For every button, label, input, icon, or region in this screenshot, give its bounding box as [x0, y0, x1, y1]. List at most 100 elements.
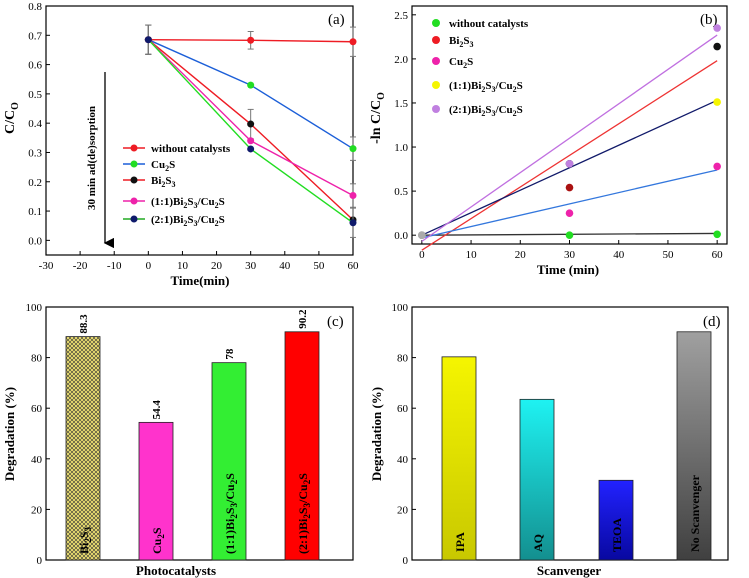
panel-c-bar-label-part: S: [296, 473, 310, 480]
panel-c-bar-label: Cu2S: [150, 527, 166, 554]
panel-b-xtick-label: 50: [662, 249, 674, 261]
panel-a-xtick-label: 0: [146, 260, 152, 272]
legend-marker-a-3: [130, 176, 138, 184]
panel-a-xtick-label: -10: [107, 260, 122, 272]
panel-c-value-label: 88.3: [78, 314, 90, 334]
panel-b-ytick-label: 1.5: [394, 98, 408, 110]
panel-c-bar-label-part: 2: [156, 534, 166, 539]
panel-c-bar-label: Bi2S3: [77, 526, 93, 554]
panel-b-xtick-label: 10: [466, 249, 478, 261]
panel-d-xlabel: Scanvenger: [537, 563, 602, 578]
legend-b-without: without catalysts: [449, 18, 529, 30]
legend-a-bi2s3: Bi2S3: [151, 175, 176, 189]
panel-c-bar-label-part: S: [296, 507, 310, 514]
panel-a-series: [144, 24, 357, 238]
legend-a-11: (1:1)Bi2S3/Cu2S: [151, 196, 225, 210]
legend-marker-b-3: [432, 57, 440, 65]
panel-d-bar-3: [598, 479, 634, 561]
legend-marker-a-2: [130, 160, 138, 168]
legend-marker-b-1: [432, 19, 440, 27]
panel-d-ylabel: Degradation (%): [369, 387, 384, 481]
panel-c-bar-label-part: (2:1)Bi: [296, 518, 310, 554]
panel-a-ytick-label: 0.0: [28, 235, 42, 247]
panel-a-point-s5: [144, 36, 152, 44]
legend-b-cu2s: Cu2S: [449, 56, 473, 70]
panel-c-bar-1: [65, 336, 101, 561]
panel-c-bar-label-part: Cu: [150, 538, 164, 554]
legend-marker-b-4: [432, 81, 440, 89]
panel-c-bar-label-part: S: [223, 507, 237, 514]
panel-a-xtick-label: 30: [245, 260, 257, 272]
panel-c-bar-label-part: 3: [229, 502, 239, 507]
panel-c-bar-2: [138, 421, 174, 561]
panel-c-ytick-label: 20: [31, 504, 43, 516]
panel-d-ytick-label: 60: [397, 403, 409, 415]
panel-a-label: (a): [328, 12, 345, 28]
panel-b-ytick-label: 2.0: [394, 54, 408, 66]
legend-a-21: (2:1)Bi2S3/Cu2S: [151, 214, 225, 228]
panel-c-value-label: 54.4: [151, 400, 163, 420]
panel-b-point-s1: [713, 230, 721, 239]
legend-marker-a-5: [130, 215, 138, 223]
panel-c-bar-label-part: 2: [302, 479, 312, 484]
panel-a-point-s3: [247, 120, 255, 128]
panel-a-point-s1: [349, 38, 357, 46]
panel-b-xlabel: Time (min): [537, 262, 599, 277]
legend-marker-b-5: [432, 105, 440, 113]
panel-a-ytick-label: 0.2: [28, 177, 42, 189]
panel-d-bar-label: IPA: [453, 532, 467, 552]
panel-b-point-s5: [713, 24, 721, 32]
adsorption-annotation: 30 min ad(de)sorption: [86, 106, 98, 210]
panel-b-point-s1: [565, 231, 574, 239]
panel-b-point-s3: [713, 162, 721, 171]
panel-a-ytick-label: 0.5: [28, 89, 42, 101]
panel-b-point-s2: [713, 42, 721, 51]
panel-c-xlabel: Photocatalysts: [136, 563, 216, 578]
panel-b-series: [418, 24, 721, 251]
panel-a: (a) -30 -20 -10 0 10 20 30 40 50 60 0.0 0.1 0.2 0.3 0.…: [3, 1, 359, 288]
panel-a-ytick-label: 0.8: [28, 1, 42, 13]
panel-d: (d) 0 20 40 60 80 100 Degradation (%) Scanven…: [369, 302, 729, 578]
panel-b-fit-5: [421, 34, 718, 242]
panel-d-bar-label: TEOA: [610, 518, 624, 552]
panel-b-fit-4: [421, 99, 718, 236]
panel-a-xtick-label: -20: [73, 260, 88, 272]
panel-c-ytick-label: 100: [26, 302, 43, 314]
panel-c-bar-label: (2:1)Bi2S3/Cu2S: [296, 473, 312, 554]
panel-c-ytick-label: 80: [31, 353, 43, 365]
panel-b-ytick-label: 0.5: [394, 186, 408, 198]
legend-b-11: (1:1)Bi2S3/Cu2S: [449, 80, 523, 94]
panel-a-frame: [45, 5, 354, 256]
panel-b-ytick-label: 0.0: [394, 230, 408, 242]
panel-d-ytick-label: 20: [397, 504, 409, 516]
panel-b-point-s4: [713, 98, 721, 106]
panel-a-point-s4: [247, 137, 255, 145]
legend-marker-a-1: [130, 144, 138, 152]
panel-d-bars: IPA AQ TEOA No Scanvenger: [441, 331, 712, 561]
panel-a-ylabel: C/CO: [3, 102, 21, 134]
legend-b-bi2s3: Bi2S3: [449, 35, 474, 49]
panel-c-ytick-label: 40: [31, 454, 43, 466]
legend-a-without: without catalysts: [151, 143, 231, 155]
panel-b-xtick-label: 40: [613, 249, 625, 261]
panel-c-bar-label-part: 3: [83, 526, 93, 531]
panel-b-xtick-label: 0: [419, 249, 425, 261]
panel-d-bar-label: No Scanvenger: [688, 474, 702, 552]
legend-marker-b-2: [432, 36, 440, 44]
panel-c-value-label: 90.2: [297, 309, 309, 329]
panel-c-bar-label-part: S: [150, 527, 164, 534]
panel-c-bar-label-part: Bi: [77, 542, 91, 554]
panel-c-frame: [45, 306, 354, 561]
panel-b-legend: without catalysts Bi2S3 Cu2S (1:1)Bi2S3/…: [432, 18, 529, 118]
panel-b-fit-2: [421, 60, 718, 251]
panel-b-xtick-label: 30: [564, 249, 576, 261]
panel-c-bar-4: [284, 331, 320, 561]
panel-a-xtick-label: 10: [177, 260, 189, 272]
panel-c-label: (c): [327, 314, 344, 330]
panel-a-point-s4: [349, 192, 357, 200]
panel-c-bar-label-part: 3: [302, 502, 312, 507]
panel-d-ytick-label: 0: [403, 555, 409, 567]
panel-c-bar-label-part: /Cu: [296, 484, 310, 504]
panel-a-xtick-label: 60: [348, 260, 360, 272]
